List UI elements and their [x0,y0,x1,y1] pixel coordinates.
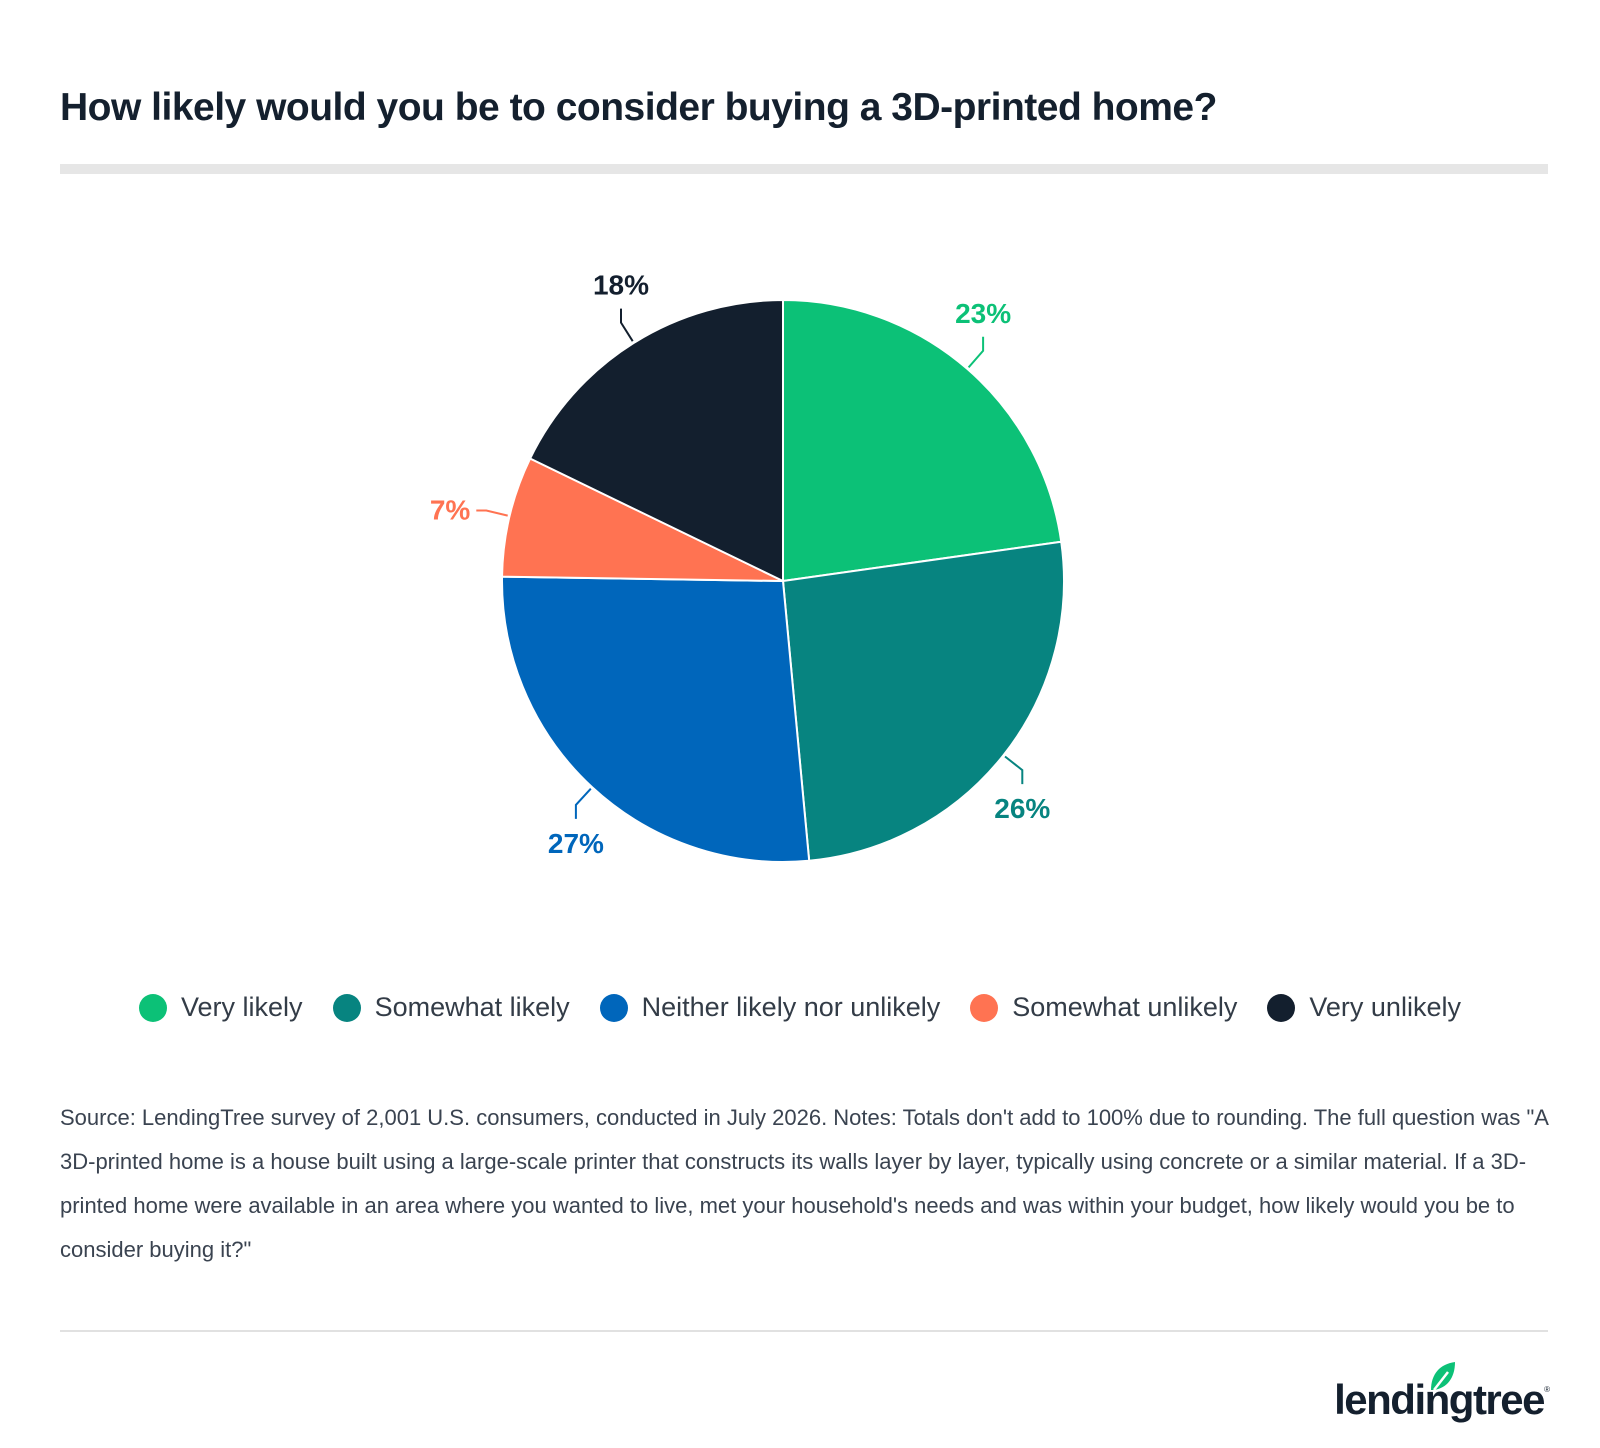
legend-item-somewhat-unlikely: Somewhat unlikely [970,992,1237,1023]
pie-slice-neither-likely-nor-unlikely [501,575,811,863]
legend-swatch [1267,993,1296,1022]
legend-swatch [139,993,168,1022]
data-label-somewhat-likely: 26% [994,793,1050,824]
leader-line-neither-likely-nor-unlikely [574,788,592,819]
pie-leader-lines [476,308,1024,819]
legend-item-somewhat-likely: Somewhat likely [332,992,570,1023]
pie-chart: 23% 26% 27% 7% 18% [430,270,1065,863]
leader-line-very-likely [967,336,985,369]
chart-legend: Very likely Somewhat likely Neither likely… [0,992,1600,1023]
legend-swatch [970,993,999,1022]
data-label-somewhat-unlikely: 7% [430,495,471,526]
chart-title: How likely would you be to consider buyi… [60,86,1217,129]
pie-slice-somewhat-likely [782,540,1065,862]
leader-line-somewhat-likely [1004,755,1024,785]
footer-divider [60,1330,1548,1332]
source-note: Source: LendingTree survey of 2,001 U.S.… [60,1105,1548,1262]
lendingtree-logo: lendingtree ® [1324,1362,1550,1424]
legend-swatch [332,993,361,1022]
legend-label: Very unlikely [1309,992,1461,1022]
leader-line-somewhat-unlikely [476,509,508,517]
pie-slice-very-unlikely [529,299,784,582]
logo-wordmark: lendingtree [1334,1376,1545,1423]
pie-slice-somewhat-unlikely [501,457,784,582]
data-label-neither-likely-nor-unlikely: 27% [548,828,604,859]
data-label-very-unlikely: 18% [593,270,649,301]
leaf-icon [1431,1362,1455,1391]
legend-label: Somewhat likely [374,992,570,1022]
legend-label: Somewhat unlikely [1012,992,1238,1022]
legend-label: Very likely [181,992,303,1022]
legend-item-neither-likely-nor-unlikely: Neither likely nor unlikely [599,992,941,1023]
data-label-very-likely: 23% [955,298,1011,329]
pie-data-labels: 23% 26% 27% 7% 18% [430,270,1051,859]
legend-swatch [599,993,628,1022]
legend-item-very-likely: Very likely [139,992,303,1023]
pie-slice-very-likely [782,299,1063,582]
legend-label: Neither likely nor unlikely [641,992,941,1022]
leader-line-very-unlikely [620,308,634,342]
title-divider [60,164,1548,174]
logo-registered-mark: ® [1544,1385,1550,1394]
pie-slices [501,299,1065,863]
legend-item-very-unlikely: Very unlikely [1267,992,1461,1023]
